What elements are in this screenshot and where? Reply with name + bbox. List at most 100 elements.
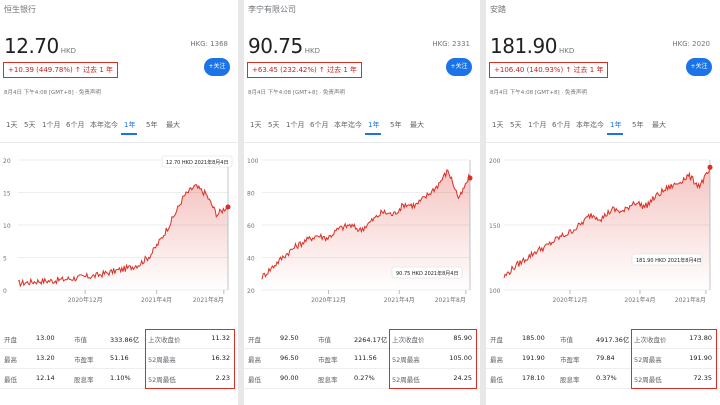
- y-tick-label: 5: [3, 256, 7, 263]
- x-tick-label: 2020年12月: [311, 296, 346, 304]
- stat-value: 24.25: [453, 374, 472, 382]
- stat-value: 111.56: [354, 354, 377, 362]
- tab-range-5[interactable]: 1年: [610, 121, 622, 129]
- price-line: [17, 184, 229, 288]
- change-period: 过去 1 年: [83, 66, 113, 74]
- follow-button[interactable]: +关注: [686, 58, 712, 76]
- tab-range-0[interactable]: 1天: [492, 121, 504, 129]
- tab-range-5[interactable]: 1年: [124, 121, 136, 129]
- stock-price: 12.70 HKD: [4, 34, 76, 58]
- active-tab-underline: [121, 133, 137, 135]
- stat-label: 52周最高: [634, 356, 662, 364]
- stat-label: 最低: [248, 376, 261, 384]
- tab-range-1[interactable]: 5天: [24, 121, 36, 129]
- tab-range-6[interactable]: 5年: [632, 121, 644, 129]
- change-highlight: +10.39 (449.78%) ↑ 过去 1 年: [3, 62, 118, 78]
- price-value: 181.90: [490, 34, 557, 58]
- x-tick-label: 2020年12月: [68, 296, 103, 304]
- stat-label: 上次收盘价: [392, 336, 425, 344]
- follow-button[interactable]: +关注: [204, 58, 230, 76]
- 52-week-highlight: [631, 329, 717, 389]
- tooltip-box: [391, 266, 463, 279]
- tab-range-3[interactable]: 6个月: [66, 121, 85, 129]
- stat-value: 90.00: [280, 374, 299, 382]
- stat-value: 105.00: [449, 354, 472, 362]
- ticker-code: HKG: 1368: [190, 40, 228, 48]
- timestamp-disclaimer: 8月4日 下午4:08 [GMT+8] · 免责声明: [4, 90, 101, 96]
- stats-row: 最高 191.90 市盈率 79.84 52周最高 191.90: [486, 348, 720, 369]
- tab-range-6[interactable]: 5年: [390, 121, 402, 129]
- tab-range-0[interactable]: 1天: [250, 121, 262, 129]
- tab-range-4[interactable]: 本年迄今: [90, 121, 118, 129]
- change-value: +63.45 (232.42%): [252, 66, 317, 74]
- currency-label: HKD: [60, 47, 77, 55]
- stat-label: 52周最低: [634, 376, 662, 384]
- tooltip-box: [631, 253, 703, 266]
- tab-range-3[interactable]: 6个月: [310, 121, 329, 129]
- stat-value: 0.27%: [354, 374, 375, 382]
- stock-name: 李宁有限公司: [248, 5, 296, 14]
- stat-label: 最低: [490, 376, 503, 384]
- stat-label: 市值: [318, 336, 331, 344]
- stat-value: 16.32: [211, 354, 230, 362]
- y-tick-label: 0: [3, 288, 7, 295]
- y-tick-label: 150: [489, 223, 501, 230]
- tab-range-5[interactable]: 1年: [368, 121, 380, 129]
- price-chart[interactable]: 20 15 10 5 0 2020年12月 2021年4月 2021年8月 12.70 HKD …: [0, 150, 238, 320]
- ticker-code: HKG: 2331: [432, 40, 470, 48]
- x-tick-label: 2021年8月: [675, 296, 706, 304]
- stat-label: 最高: [490, 356, 503, 364]
- tab-range-7[interactable]: 最大: [410, 121, 424, 129]
- stat-value: 178.10: [522, 374, 545, 382]
- range-tabs: 1天 5天 1个月 6个月 本年迄今 1年 5年 最大: [0, 117, 238, 135]
- stat-label: 市盈率: [318, 356, 338, 364]
- timestamp-disclaimer: 8月4日 下午4:08 [GMT+8] · 免责声明: [490, 90, 587, 96]
- ticker-code: HKG: 2020: [672, 40, 710, 48]
- tab-range-2[interactable]: 1个月: [42, 121, 61, 129]
- x-tick-label: 2021年8月: [193, 296, 224, 304]
- y-tick-label: 200: [489, 158, 501, 165]
- stat-value: 0.37%: [596, 374, 617, 382]
- tab-range-1[interactable]: 5天: [510, 121, 522, 129]
- stat-label: 最低: [4, 376, 17, 384]
- y-tick-label: 40: [247, 256, 255, 263]
- stat-value: 13.20: [36, 354, 55, 362]
- stat-label: 市值: [74, 336, 87, 344]
- tab-range-0[interactable]: 1天: [6, 121, 18, 129]
- arrow-up-icon: ↑: [318, 66, 325, 74]
- tab-range-2[interactable]: 1个月: [528, 121, 547, 129]
- stat-label: 股息率: [560, 376, 580, 384]
- arrow-up-icon: ↑: [74, 66, 81, 74]
- price-area: [504, 167, 710, 290]
- tab-range-7[interactable]: 最大: [166, 121, 180, 129]
- timestamp-disclaimer: 8月4日 下午4:08 [GMT+8] · 免责声明: [248, 90, 345, 96]
- 52-week-highlight: [145, 329, 235, 389]
- x-tick-label: 2021年4月: [624, 296, 655, 304]
- follow-button[interactable]: +关注: [446, 58, 472, 76]
- stat-label: 开盘: [490, 336, 503, 344]
- tab-range-4[interactable]: 本年迄今: [576, 121, 604, 129]
- stat-value: 13.00: [36, 334, 55, 342]
- price-chart[interactable]: 100 80 60 40 20 2020年12月 2021年4月 2021年8月 90.75 H…: [244, 150, 480, 320]
- price-chart[interactable]: 200 150 100 2020年12月 2021年4月 2021年8月 181.90 HK…: [486, 150, 720, 320]
- tooltip-box: [161, 155, 233, 168]
- tab-range-6[interactable]: 5年: [146, 121, 158, 129]
- stat-value: 2.23: [215, 374, 230, 382]
- stat-value: 92.50: [280, 334, 299, 342]
- y-tick-label: 80: [247, 191, 255, 198]
- stat-value: 191.90: [689, 354, 712, 362]
- tab-range-3[interactable]: 6个月: [552, 121, 571, 129]
- panel-divider: [238, 0, 244, 405]
- stat-value: 185.00: [522, 334, 545, 342]
- stat-label: 市盈率: [560, 356, 580, 364]
- stock-panel-1: 恒生银行 12.70 HKD HKG: 1368 +关注 +10.39 (449.78%)…: [0, 0, 238, 405]
- tab-range-7[interactable]: 最大: [652, 121, 666, 129]
- stat-label: 上次收盘价: [634, 336, 667, 344]
- x-tick-label: 2021年8月: [435, 296, 466, 304]
- tab-range-4[interactable]: 本年迄今: [334, 121, 362, 129]
- stat-label: 市盈率: [74, 356, 94, 364]
- y-tick-label: 20: [3, 158, 11, 165]
- stat-label: 开盘: [248, 336, 261, 344]
- tab-range-1[interactable]: 5天: [268, 121, 280, 129]
- tab-range-2[interactable]: 1个月: [286, 121, 305, 129]
